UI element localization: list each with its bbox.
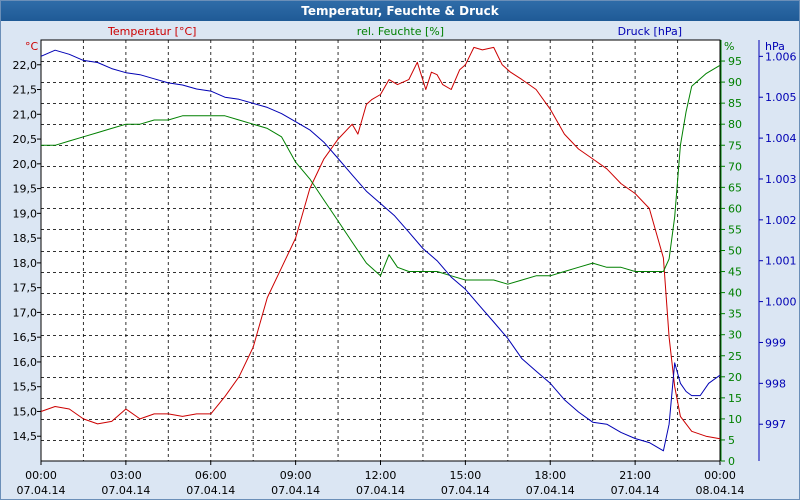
pressure-tick-label: 1.004 bbox=[765, 132, 797, 145]
temperature-tick-label: 19,5 bbox=[13, 183, 38, 196]
pressure-tick-label: 1.003 bbox=[765, 173, 797, 186]
pressure-tick-label: 1.001 bbox=[765, 255, 797, 268]
humidity-tick-label: 60 bbox=[728, 202, 742, 215]
temperature-tick-label: 20,5 bbox=[13, 133, 38, 146]
x-tick-date: 07.04.14 bbox=[611, 484, 660, 497]
temperature-tick-label: 15,0 bbox=[13, 405, 38, 418]
humidity-axis-title: rel. Feuchte [%] bbox=[357, 25, 444, 38]
x-tick-date: 07.04.14 bbox=[526, 484, 575, 497]
x-tick-time: 18:00 bbox=[534, 469, 566, 482]
x-tick-date: 07.04.14 bbox=[186, 484, 235, 497]
humidity-tick-label: 0 bbox=[728, 455, 735, 468]
x-tick-time: 00:00 bbox=[25, 469, 57, 482]
x-tick-time: 00:00 bbox=[704, 469, 736, 482]
pressure-tick-label: 1.006 bbox=[765, 50, 797, 63]
x-tick-time: 21:00 bbox=[619, 469, 651, 482]
humidity-tick-label: 10 bbox=[728, 413, 742, 426]
humidity-tick-label: 65 bbox=[728, 181, 742, 194]
humidity-tick-label: 85 bbox=[728, 97, 742, 110]
pressure-tick-label: 1.005 bbox=[765, 91, 797, 104]
window-title: Temperatur, Feuchte & Druck bbox=[1, 1, 799, 21]
humidity-tick-label: 75 bbox=[728, 139, 742, 152]
x-tick-date: 07.04.14 bbox=[271, 484, 320, 497]
temperature-unit-label: °C bbox=[25, 40, 39, 53]
pressure-unit-label: hPa bbox=[765, 40, 785, 53]
pressure-tick-label: 997 bbox=[765, 418, 786, 431]
pressure-tick-label: 998 bbox=[765, 377, 786, 390]
x-tick-date: 07.04.14 bbox=[17, 484, 66, 497]
humidity-tick-label: 25 bbox=[728, 350, 742, 363]
temperature-tick-label: 22,0 bbox=[13, 59, 38, 72]
pressure-tick-label: 1.002 bbox=[765, 214, 797, 227]
humidity-tick-label: 30 bbox=[728, 329, 742, 342]
temperature-tick-label: 16,5 bbox=[13, 331, 38, 344]
humidity-tick-label: 90 bbox=[728, 76, 742, 89]
temperature-tick-label: 17,0 bbox=[13, 306, 38, 319]
humidity-tick-label: 20 bbox=[728, 371, 742, 384]
temperature-tick-label: 21,5 bbox=[13, 84, 38, 97]
x-tick-time: 09:00 bbox=[280, 469, 312, 482]
temperature-tick-label: 19,0 bbox=[13, 207, 38, 220]
humidity-tick-label: 55 bbox=[728, 223, 742, 236]
humidity-tick-label: 50 bbox=[728, 245, 742, 258]
temperature-tick-label: 21,0 bbox=[13, 108, 38, 121]
humidity-unit-label: % bbox=[724, 40, 734, 53]
x-tick-date: 07.04.14 bbox=[101, 484, 150, 497]
humidity-tick-label: 5 bbox=[728, 434, 735, 447]
pressure-axis-title: Druck [hPa] bbox=[618, 25, 682, 38]
humidity-tick-label: 35 bbox=[728, 308, 742, 321]
temperature-series-line bbox=[40, 46, 721, 440]
humidity-tick-label: 80 bbox=[728, 118, 742, 131]
pressure-series-line bbox=[40, 49, 721, 452]
x-tick-date: 07.04.14 bbox=[441, 484, 490, 497]
pressure-tick-label: 1.000 bbox=[765, 296, 797, 309]
x-tick-time: 06:00 bbox=[195, 469, 227, 482]
x-tick-date: 07.04.14 bbox=[356, 484, 405, 497]
temperature-tick-label: 16,0 bbox=[13, 356, 38, 369]
humidity-tick-label: 95 bbox=[728, 55, 742, 68]
pressure-tick-label: 999 bbox=[765, 336, 786, 349]
temperature-tick-label: 18,5 bbox=[13, 232, 38, 245]
humidity-tick-label: 15 bbox=[728, 392, 742, 405]
humidity-series-line bbox=[41, 64, 721, 285]
temperature-tick-label: 14,5 bbox=[13, 430, 38, 443]
humidity-tick-label: 70 bbox=[728, 160, 742, 173]
x-tick-date: 08.04.14 bbox=[696, 484, 745, 497]
temperature-tick-label: 18,0 bbox=[13, 257, 38, 270]
x-tick-time: 15:00 bbox=[450, 469, 482, 482]
x-tick-time: 03:00 bbox=[110, 469, 142, 482]
temperature-tick-label: 20,0 bbox=[13, 158, 38, 171]
temperature-tick-label: 17,5 bbox=[13, 282, 38, 295]
humidity-tick-label: 45 bbox=[728, 266, 742, 279]
temperature-tick-label: 15,5 bbox=[13, 381, 38, 394]
x-tick-time: 12:00 bbox=[365, 469, 397, 482]
humidity-tick-label: 40 bbox=[728, 287, 742, 300]
temperature-axis-title: Temperatur [°C] bbox=[107, 25, 196, 38]
